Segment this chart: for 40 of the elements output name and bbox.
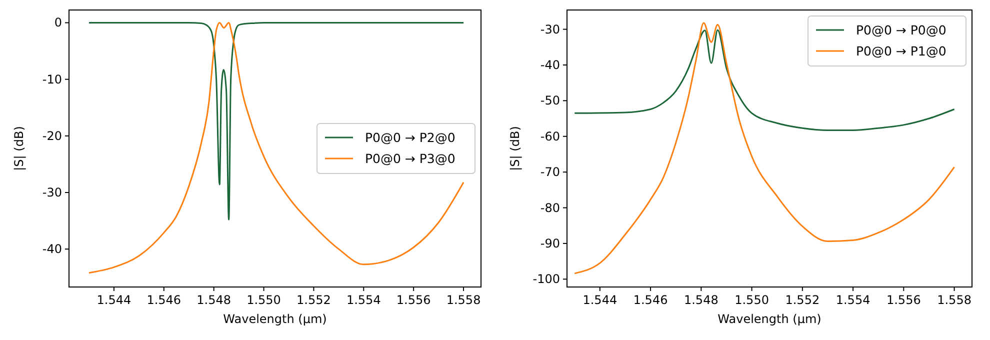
y-tick-label: -100 (532, 272, 560, 286)
x-tick-label: 1.552 (296, 293, 331, 307)
x-tick-label: 1.558 (937, 293, 972, 307)
legend-label: P0@0 → P1@0 (856, 44, 946, 58)
x-tick-label: 1.554 (836, 293, 870, 307)
y-tick-label: -70 (540, 165, 560, 180)
x-tick-label: 1.546 (146, 293, 182, 307)
legend-label: P0@0 → P3@0 (365, 151, 456, 166)
line-series (88, 22, 464, 274)
x-axis-title: Wavelength (µm) (223, 312, 327, 326)
x-tick-label: 1.548 (684, 293, 718, 307)
x-tick-label: 1.554 (346, 293, 381, 307)
y-tick-label: -50 (540, 94, 560, 108)
x-tick-label: 1.544 (582, 293, 618, 307)
legend-label: P0@0 → P2@0 (365, 130, 456, 145)
y-tick-label: -90 (540, 236, 560, 250)
y-tick-label: -40 (540, 58, 560, 72)
x-axis-title: Wavelength (µm) (718, 312, 822, 326)
y-axis-title: |S| (dB) (508, 126, 522, 171)
y-tick-label: -60 (540, 129, 560, 144)
legend-label: P0@0 → P0@0 (856, 22, 946, 38)
x-tick-label: 1.546 (633, 293, 668, 307)
y-tick-label: -30 (540, 22, 560, 36)
x-tick-label: 1.550 (246, 293, 281, 307)
x-tick-label: 1.558 (446, 293, 481, 307)
y-tick-label: -40 (42, 242, 62, 256)
y-tick-label: -20 (42, 128, 62, 143)
y-tick-label: -80 (540, 200, 560, 215)
x-tick-label: 1.552 (785, 293, 820, 307)
y-tick-label: -10 (42, 72, 62, 86)
y-axis-title: |S| (dB) (12, 126, 26, 171)
x-tick-label: 1.550 (734, 293, 769, 307)
y-tick-label: -30 (42, 185, 62, 200)
x-tick-label: 1.556 (886, 293, 921, 307)
line-series (574, 22, 956, 274)
y-tick-label: 0 (54, 16, 62, 30)
line-series (88, 22, 464, 220)
x-tick-label: 1.548 (196, 293, 232, 307)
x-tick-label: 1.544 (96, 293, 132, 307)
x-tick-label: 1.556 (396, 293, 431, 307)
